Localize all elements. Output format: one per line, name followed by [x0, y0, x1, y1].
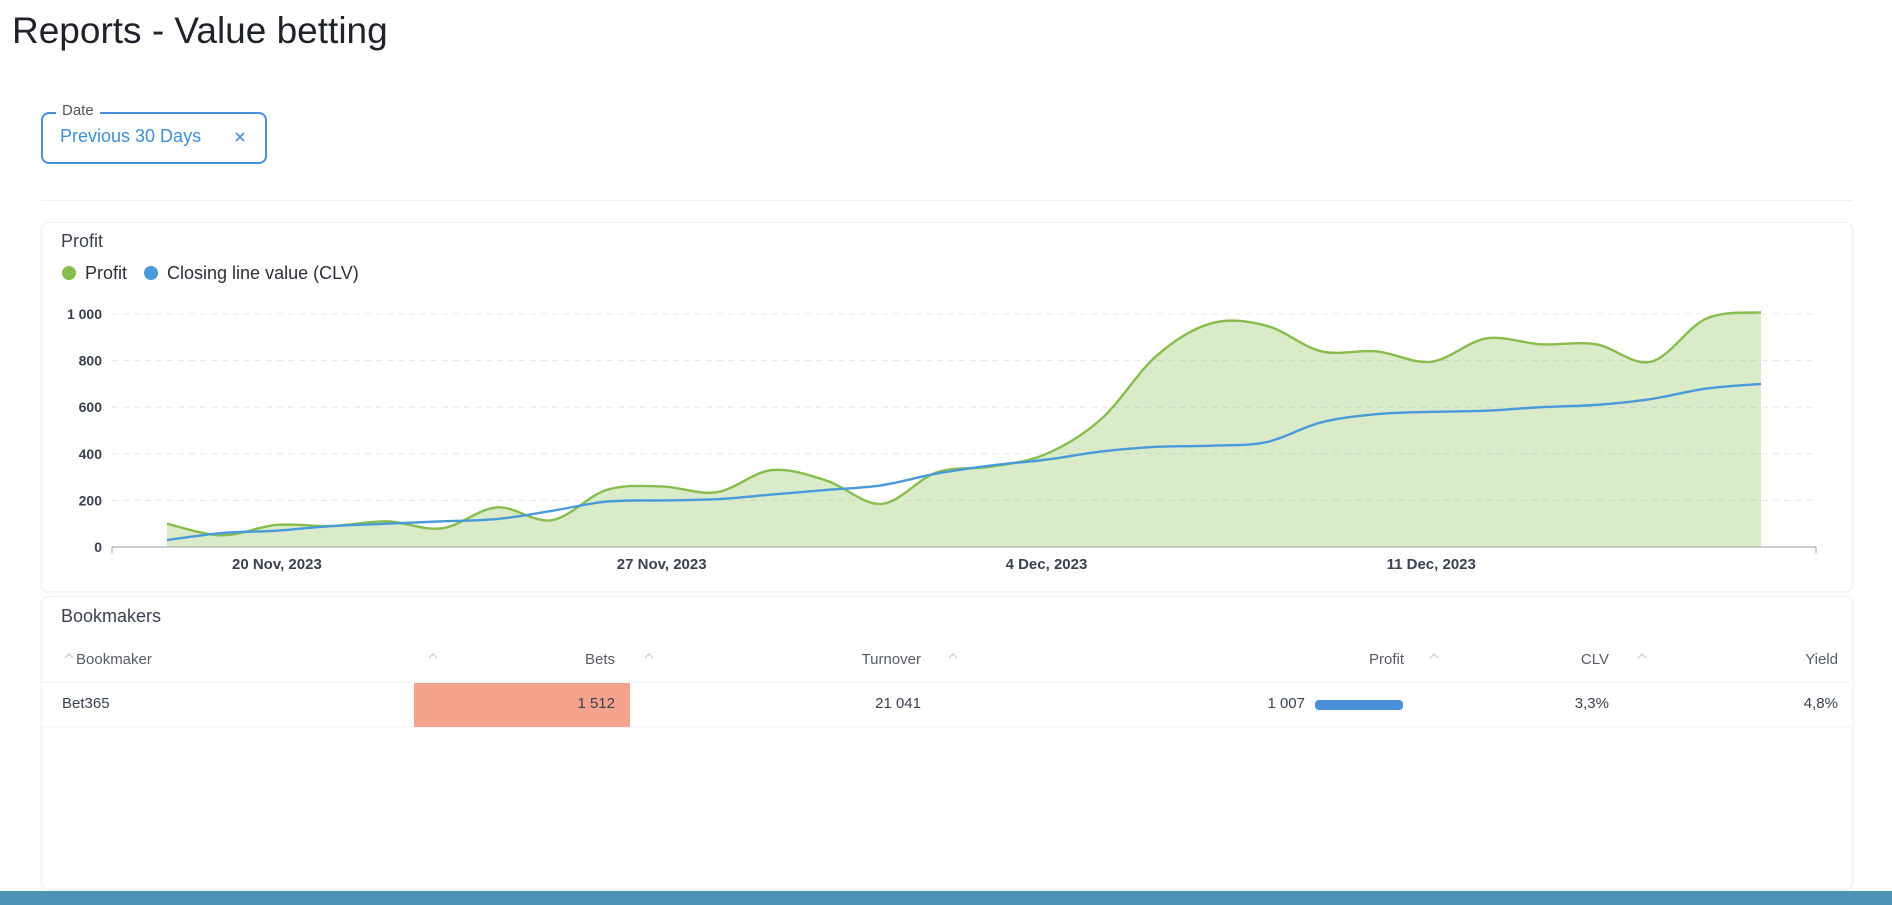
table-cell: 1 007 [1267, 695, 1305, 712]
clear-icon[interactable] [234, 131, 246, 143]
series-line [166, 382, 1762, 542]
filter-value[interactable]: Previous 30 Days [60, 126, 202, 146]
table-title: Bookmakers [61, 606, 162, 626]
legend-label: Profit [85, 263, 127, 283]
legend-swatch [144, 266, 159, 280]
divider [41, 200, 1852, 201]
page-title: Reports - Value betting [12, 10, 388, 51]
column-header[interactable]: CLV [1580, 651, 1609, 668]
table-cell: 21 041 [875, 695, 921, 712]
filter-label: Date [56, 102, 100, 119]
x-tick-label: 20 Nov, 2023 [232, 556, 322, 573]
table-cell: Bet365 [62, 695, 110, 712]
table-cell: 4,8% [1803, 695, 1838, 712]
y-tick-label: 400 [79, 446, 103, 462]
date-filter[interactable] [41, 112, 267, 164]
legend-swatch [62, 266, 76, 280]
x-tick-label: 11 Dec, 2023 [1387, 556, 1476, 573]
y-tick-label: 1 000 [67, 306, 102, 322]
x-tick-label: 27 Nov, 2023 [617, 556, 707, 573]
column-header[interactable]: Profit [1368, 651, 1404, 668]
table-cell: 1 512 [577, 695, 615, 712]
chart: Profit Closing line value (CLV) 0 200 400 600… [62, 263, 1817, 573]
column-header[interactable]: Bets [584, 651, 615, 668]
series-area [166, 312, 1762, 547]
y-tick-label: 600 [79, 399, 103, 415]
table-cell: 3,3% [1574, 695, 1609, 712]
footer-bar [0, 891, 1892, 905]
table-decor [41, 653, 1851, 728]
x-tick-label: 4 Dec, 2023 [1006, 556, 1088, 573]
y-tick-label: 0 [94, 539, 102, 555]
y-tick-label: 200 [79, 492, 103, 508]
column-header[interactable]: Turnover [861, 651, 921, 668]
column-header[interactable]: Bookmaker [76, 651, 152, 668]
table-card [41, 596, 1853, 890]
legend-label: Closing line value (CLV) [167, 263, 359, 283]
chart-title: Profit [61, 231, 104, 251]
y-tick-label: 800 [79, 353, 103, 369]
column-header[interactable]: Yield [1805, 651, 1838, 668]
